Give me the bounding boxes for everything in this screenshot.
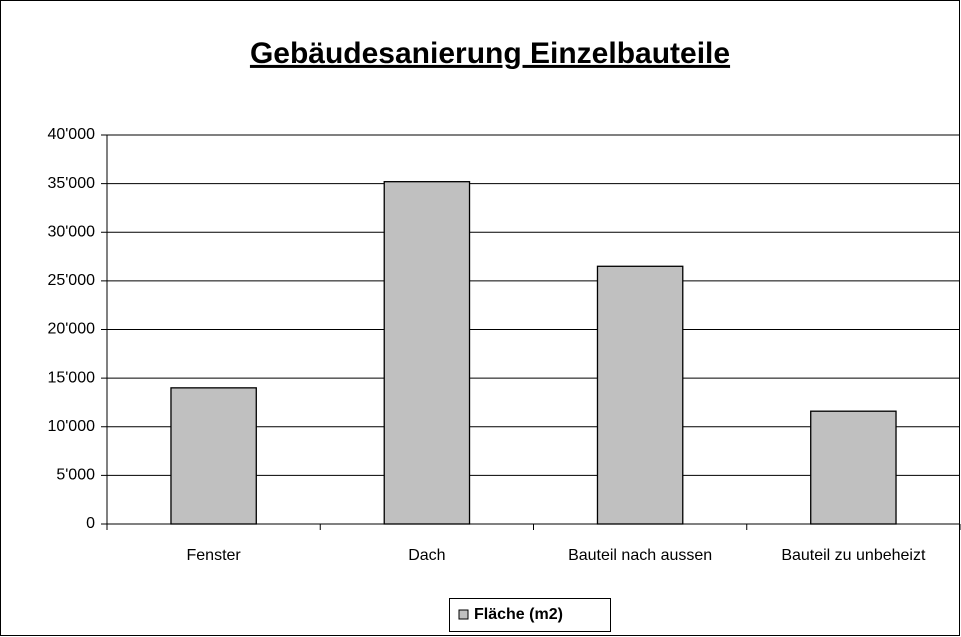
bar <box>810 410 897 525</box>
chart-title: Gebäudesanierung Einzelbauteile <box>250 37 730 70</box>
x-tick-label: Dach <box>408 547 445 564</box>
legend-swatch <box>458 609 469 620</box>
bar <box>383 181 471 525</box>
y-tick-label: 10'000 <box>47 418 95 435</box>
y-tick-label: 5'000 <box>56 467 95 484</box>
y-tick-label: 40'000 <box>47 126 95 143</box>
y-tick-label: 15'000 <box>47 369 95 386</box>
y-tick-label: 35'000 <box>47 175 95 192</box>
y-tick-label: 20'000 <box>47 321 95 338</box>
bar <box>596 265 684 525</box>
y-tick-label: 0 <box>86 515 95 532</box>
legend-box <box>449 598 611 632</box>
bar <box>170 387 257 525</box>
y-tick-label: 30'000 <box>47 223 95 240</box>
x-tick-label: Bauteil nach aussen <box>568 547 712 564</box>
x-tick-label: Fenster <box>187 547 242 564</box>
legend-label: Fläche (m2) <box>474 606 563 623</box>
x-tick-label: Bauteil zu unbeheizt <box>781 547 926 564</box>
y-tick-label: 25'000 <box>47 272 95 289</box>
